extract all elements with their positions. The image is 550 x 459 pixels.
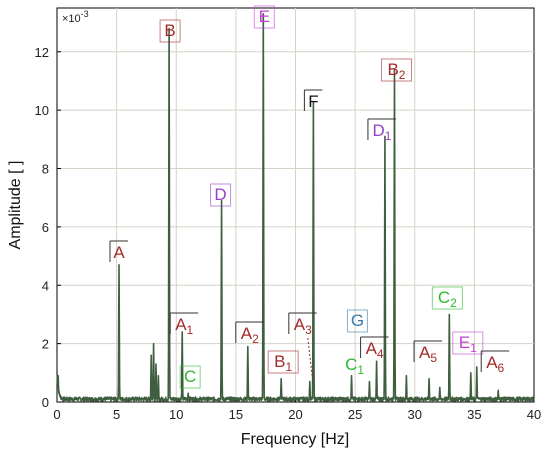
peak-label: E1 <box>452 331 484 355</box>
peak-label-text: C <box>184 367 196 386</box>
peak-label-text: A5 <box>419 343 437 365</box>
peak-label: D <box>210 183 232 207</box>
peak-label-text: E <box>259 7 270 26</box>
peak-label: C1 <box>345 355 364 377</box>
spectrum-series-line <box>56 13 535 402</box>
peak-label-text: A3 <box>294 315 312 337</box>
peak-label-box <box>431 286 463 310</box>
x-tick-label: 15 <box>229 407 243 422</box>
peak-label-box <box>452 331 484 355</box>
y-tick-label: 2 <box>42 337 49 352</box>
x-tick-label: 10 <box>169 407 183 422</box>
peak-label: A1 <box>169 312 199 337</box>
peak-label-text: A <box>113 243 125 262</box>
peak-label-text: C1 <box>345 355 364 377</box>
x-tick-label: 20 <box>288 407 302 422</box>
peak-label: A5 <box>413 340 443 365</box>
y-tick-label: 12 <box>35 45 49 60</box>
peak-label-text: D <box>214 185 226 204</box>
peak-label-text: D1 <box>372 121 391 143</box>
peak-label-text: B1 <box>274 352 292 374</box>
peak-label: G <box>346 309 368 333</box>
peak-label-text: A2 <box>241 324 259 346</box>
x-tick-label: 0 <box>53 407 60 422</box>
peak-label: A4 <box>360 336 389 361</box>
x-tick-label: 40 <box>527 407 541 422</box>
peak-label-box <box>210 183 232 207</box>
leader-line <box>307 337 314 382</box>
peak-label-text: F <box>308 92 318 111</box>
y-tick-label: 10 <box>35 103 49 118</box>
peak-label: C2 <box>431 286 463 310</box>
grid-lines <box>57 8 534 402</box>
peak-label-text: B <box>164 21 175 40</box>
peak-label: A2 <box>235 321 264 346</box>
y-axis-label: Amplitude [ ] <box>7 161 24 250</box>
peak-label-box <box>380 58 412 82</box>
peak-label-text: B2 <box>387 60 405 82</box>
peak-label-box <box>179 365 201 389</box>
peak-label-box <box>346 309 368 333</box>
peak-label: B <box>159 19 181 43</box>
y-tick-label: 0 <box>42 395 49 410</box>
peak-label-text: G <box>351 311 364 330</box>
y-tick-label: 8 <box>42 162 49 177</box>
peak-label: C <box>179 365 201 389</box>
peak-label-text: E1 <box>459 333 477 355</box>
peak-label: A6 <box>480 350 510 375</box>
x-tick-label: 35 <box>467 407 481 422</box>
peak-label-text: A6 <box>486 353 504 375</box>
peak-label-text: A4 <box>366 339 384 361</box>
y-exponent-label: ×10-3 <box>62 9 89 25</box>
axis-ticks: 0 5 10 15 20 25 30 35 40 0 2 4 6 8 10 12 <box>35 45 542 422</box>
peak-label-box <box>159 19 181 43</box>
peak-label-text: A1 <box>175 315 193 337</box>
peak-label: D1 <box>367 118 396 143</box>
peak-label-text: C2 <box>438 288 457 310</box>
y-tick-label: 4 <box>42 278 49 293</box>
peak-label-box <box>253 5 275 29</box>
peak-label: A <box>109 240 129 262</box>
peak-label: F <box>303 89 323 111</box>
peak-label: B2 <box>380 58 412 82</box>
x-tick-label: 25 <box>348 407 362 422</box>
peak-label-box <box>267 350 299 374</box>
x-axis-label: Frequency [Hz] <box>241 431 349 448</box>
peak-label: B1 <box>267 350 299 374</box>
x-tick-label: 30 <box>408 407 422 422</box>
annotation-leader-lines <box>307 337 314 382</box>
x-tick-label: 5 <box>113 407 120 422</box>
y-tick-label: 6 <box>42 220 49 235</box>
peak-label: E <box>253 5 275 29</box>
peak-label: A3 <box>288 312 317 337</box>
